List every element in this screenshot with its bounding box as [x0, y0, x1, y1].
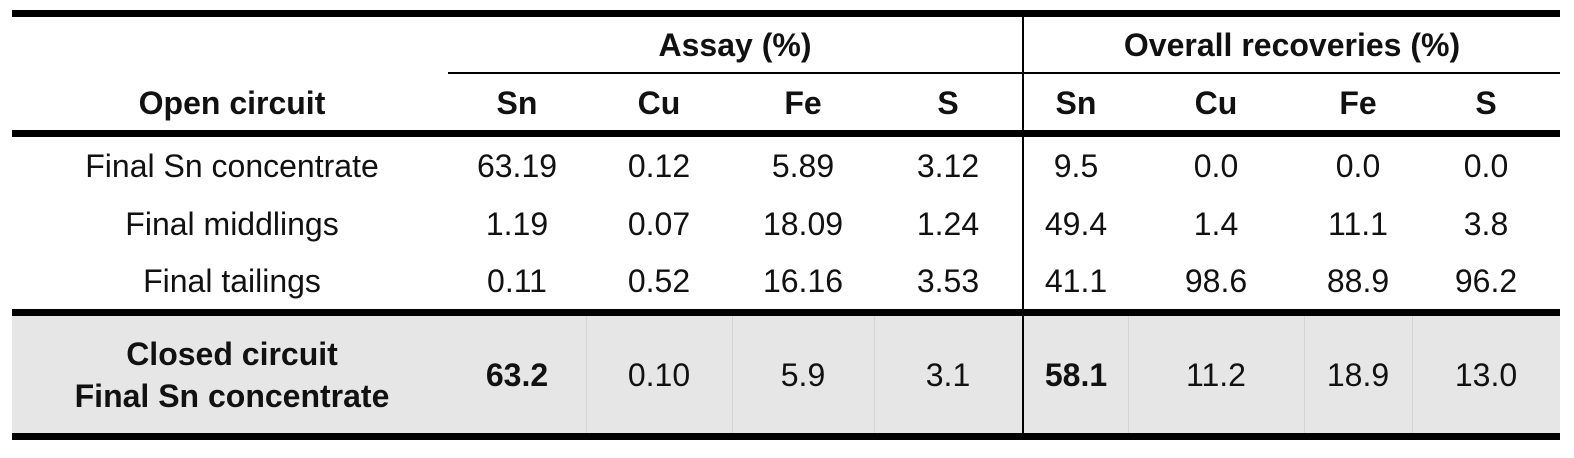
header-rule — [12, 130, 1560, 137]
cell-value: 0.0 — [1335, 147, 1381, 184]
cell-value: 11.1 — [1328, 205, 1388, 242]
cell-value: 3.53 — [916, 262, 980, 299]
cell-value: 49.4 — [1044, 205, 1108, 242]
cell-value: 88.9 — [1326, 262, 1390, 299]
cell-separator — [586, 316, 587, 433]
cell-value: 0.10 — [627, 356, 691, 393]
cell-value: 1.4 — [1193, 205, 1239, 242]
cell-separator — [1304, 316, 1305, 433]
column-header: Cu — [1194, 84, 1238, 121]
cell-value: 0.0 — [1463, 147, 1509, 184]
cell-value: 1.24 — [916, 205, 980, 242]
cell-value: 96.2 — [1454, 262, 1518, 299]
row-label: Final tailings — [143, 262, 321, 299]
cell-value: 0.52 — [627, 262, 691, 299]
cell-value: 98.6 — [1184, 262, 1248, 299]
cell-value: 18.9 — [1326, 356, 1390, 393]
cell-value: 9.5 — [1053, 147, 1099, 184]
body-rule — [12, 309, 1560, 316]
cell-separator — [1128, 316, 1129, 433]
cell-value: 0.12 — [627, 147, 691, 184]
cell-value: 3.1 — [925, 356, 971, 393]
group-header: Overall recoveries (%) — [1123, 26, 1461, 63]
top-rule — [12, 10, 1560, 17]
column-header: Cu — [637, 84, 681, 121]
column-header: Fe — [784, 84, 822, 121]
closed-row-label-line: Final Sn concentrate — [74, 377, 390, 414]
cell-value: 18.09 — [762, 205, 844, 242]
column-header: S — [1475, 84, 1497, 121]
row-header-title: Open circuit — [138, 84, 326, 121]
cell-value: 13.0 — [1454, 356, 1518, 393]
cell-separator — [1412, 316, 1413, 433]
bottom-rule — [12, 433, 1560, 440]
cell-value: 5.89 — [771, 147, 835, 184]
row-label: Final middlings — [125, 205, 339, 242]
cell-value: 16.16 — [762, 262, 844, 299]
column-header: Fe — [1339, 84, 1377, 121]
cell-value: 0.07 — [627, 205, 691, 242]
cell-separator — [732, 316, 733, 433]
cell-value: 63.2 — [485, 356, 549, 393]
column-header: Sn — [496, 84, 538, 121]
column-header: S — [937, 84, 959, 121]
cell-value: 63.19 — [476, 147, 558, 184]
cell-value: 1.19 — [485, 205, 549, 242]
row-label: Final Sn concentrate — [85, 147, 379, 184]
closed-row-label: Closed circuit Final Sn concentrate — [12, 316, 452, 433]
column-header: Sn — [1055, 84, 1097, 121]
cell-value: 3.12 — [916, 147, 980, 184]
cell-value: 41.1 — [1044, 262, 1108, 299]
cell-value: 0.11 — [487, 262, 547, 299]
cell-value: 0.0 — [1193, 147, 1239, 184]
cell-value: 58.1 — [1044, 356, 1108, 393]
cell-value: 11.2 — [1186, 356, 1246, 393]
closed-row-shade — [12, 316, 1560, 433]
closed-row-label-line: Closed circuit — [126, 335, 338, 372]
cell-value: 3.8 — [1463, 205, 1509, 242]
group-header: Assay (%) — [658, 26, 812, 63]
group-divider — [1022, 17, 1024, 433]
group-rule — [448, 72, 1560, 74]
cell-separator — [874, 316, 875, 433]
cell-value: 5.9 — [780, 356, 826, 393]
